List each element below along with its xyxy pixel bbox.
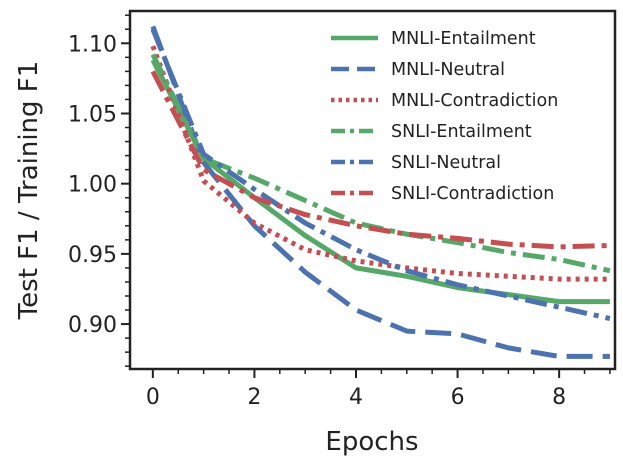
x-tick-label: 0	[146, 385, 160, 410]
x-tick-label: 6	[451, 385, 465, 410]
x-tick-label: 4	[349, 385, 363, 410]
legend-label: SNLI-Neutral	[391, 153, 501, 173]
y-major-ticks: 0.90 0.95 1.00 1.05 1.10	[68, 32, 130, 338]
series-line-mnli-contradiction	[150, 45, 610, 282]
x-tick-label: 2	[247, 385, 261, 410]
y-tick-label: 1.10	[68, 32, 117, 57]
legend-label: SNLI-Entailment	[391, 122, 532, 142]
x-axis-title: Epochs	[325, 427, 418, 457]
y-tick-label: 1.00	[68, 173, 117, 198]
legend-label: SNLI-Contradiction	[391, 184, 554, 204]
series-lines	[150, 25, 611, 359]
series-line-mnli-entailment	[150, 58, 610, 305]
legend-label: MNLI-Contradiction	[391, 91, 558, 111]
y-axis-title: Test F1 / Training F1	[14, 61, 44, 321]
series-line-snli-neutral	[150, 28, 611, 321]
y-tick-label: 0.90	[68, 313, 117, 338]
series-line-mnli-neutral	[150, 25, 610, 359]
x-tick-label: 8	[552, 385, 566, 410]
series-line-snli-contradiction	[150, 70, 610, 250]
x-major-ticks: 0 2 4 6 8	[146, 369, 566, 410]
plot-frame	[128, 9, 617, 371]
y-tick-label: 0.95	[68, 243, 117, 268]
legend-label: MNLI-Entailment	[391, 29, 536, 49]
legend: MNLI-Entailment MNLI-Neutral MNLI-Contradi…	[331, 29, 558, 204]
legend-label: MNLI-Neutral	[391, 60, 505, 80]
y-tick-label: 1.05	[68, 102, 117, 127]
